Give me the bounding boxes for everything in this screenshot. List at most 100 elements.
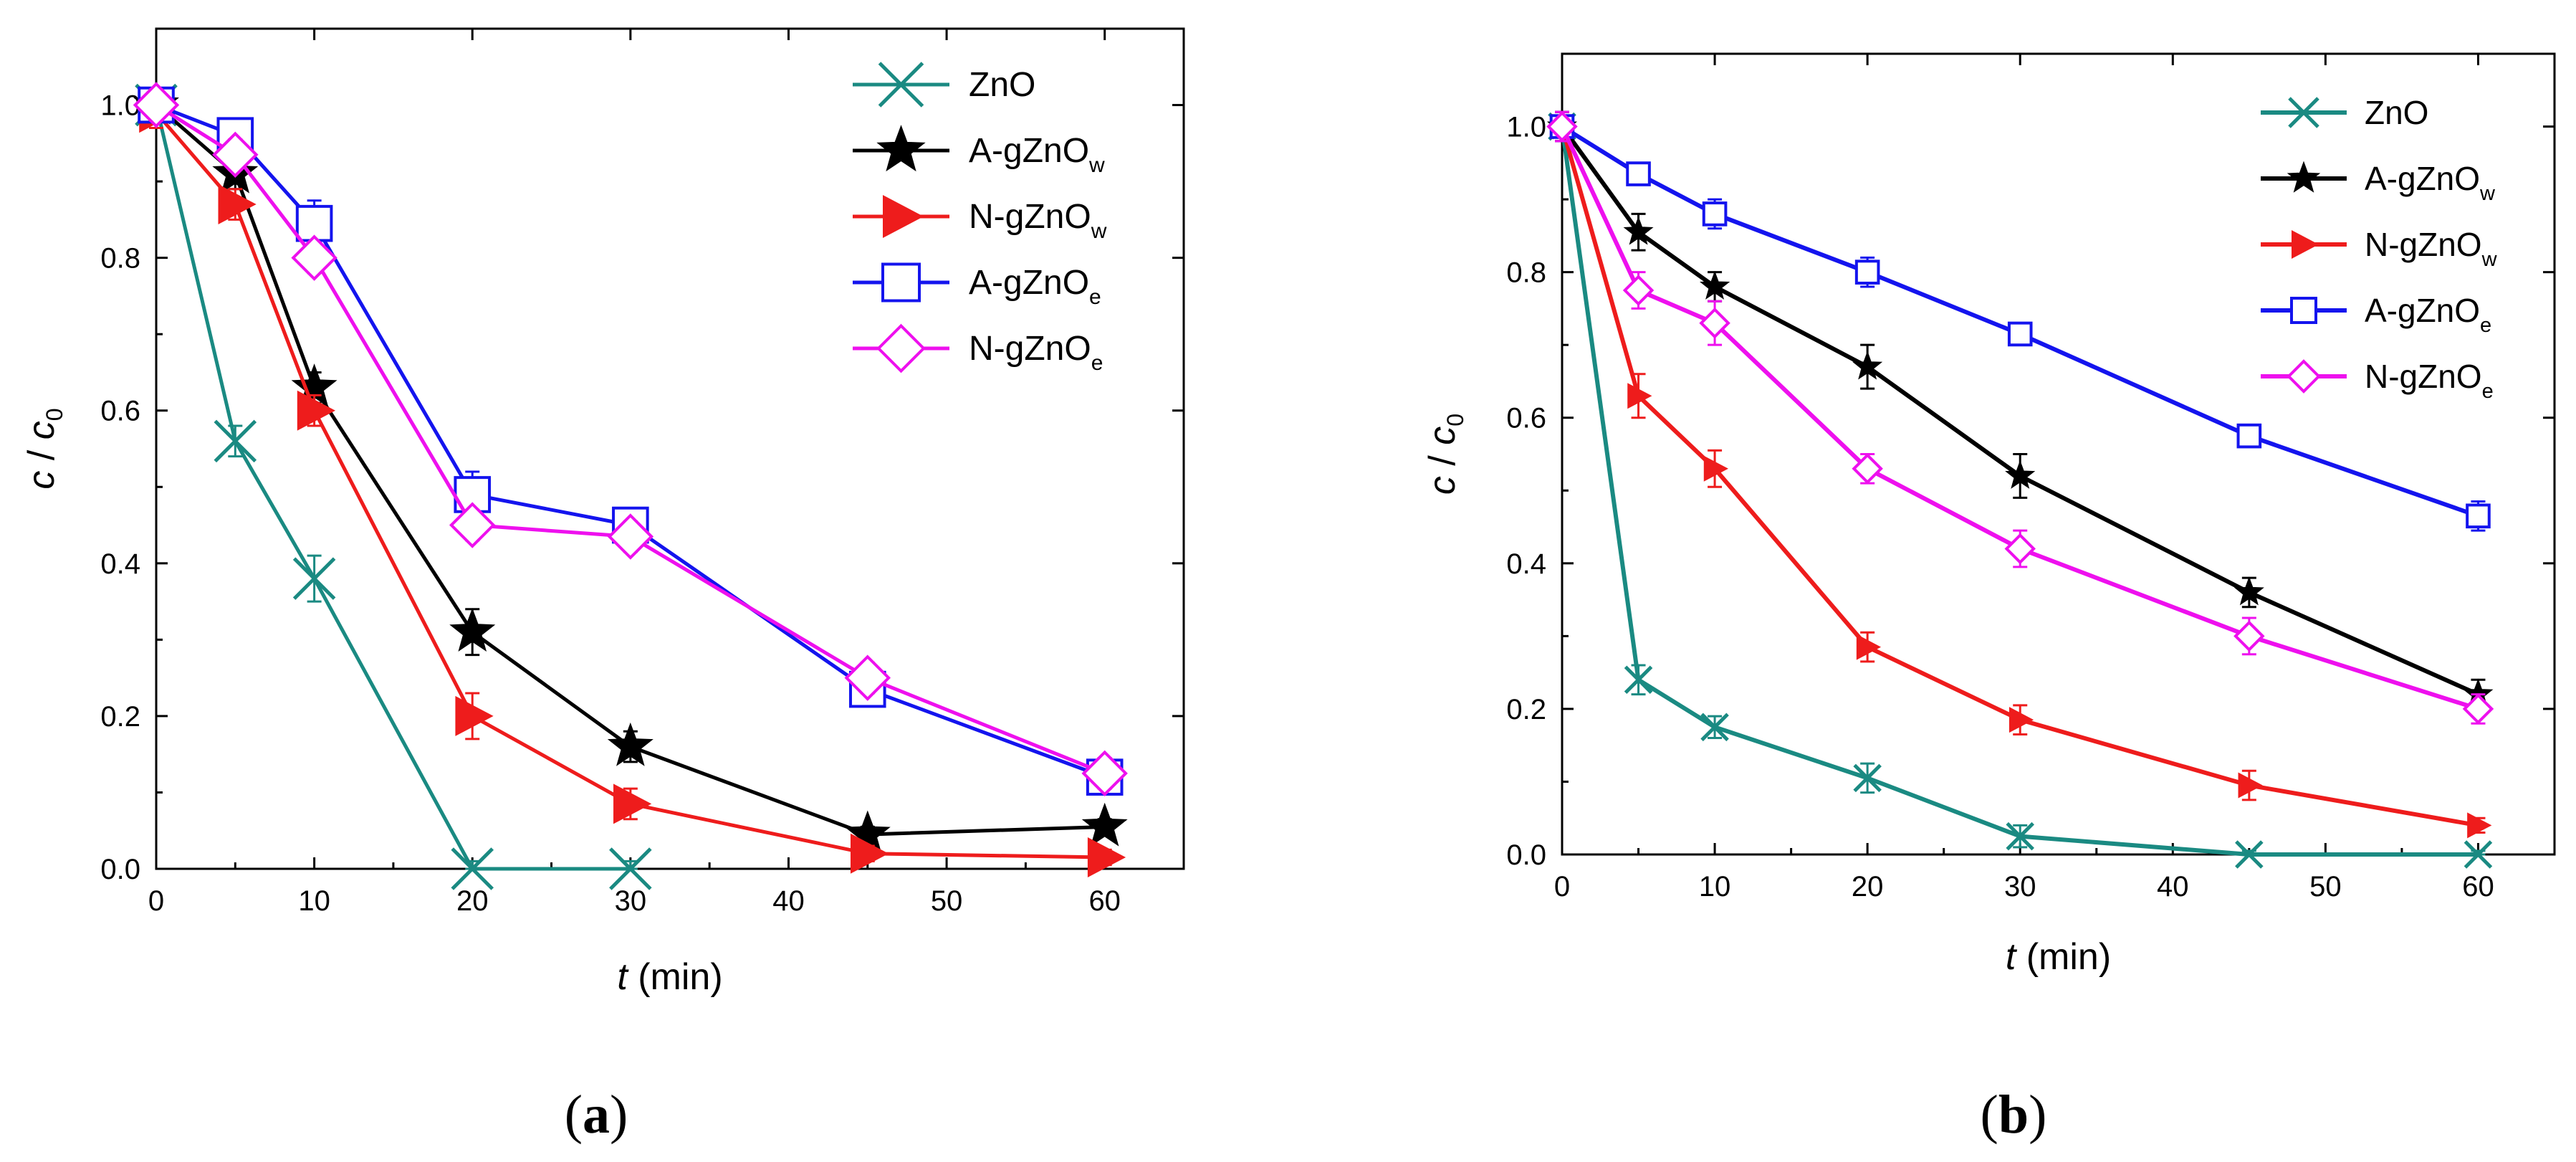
data-point (1700, 270, 1730, 300)
legend-entry: A-gZnOw (2261, 160, 2496, 205)
data-point (850, 833, 889, 874)
legend-label-sub: e (1089, 285, 1101, 309)
legend-label: ZnO (969, 66, 1035, 104)
y-tick-label: 0.4 (1506, 548, 1546, 580)
data-point (1623, 216, 1654, 245)
y-axis-c0-sub: 0 (1442, 414, 1468, 427)
legend-label: N-gZnOw (2365, 226, 2498, 271)
x-axis-label: t (min) (2006, 936, 2111, 978)
legend-entry: N-gZnOe (853, 323, 1103, 375)
legend-label: A-gZnOw (969, 132, 1105, 177)
y-axis-c0: c (21, 421, 62, 439)
x-axis-label: t (min) (617, 956, 722, 998)
x-tick-label: 50 (931, 885, 963, 917)
y-tick-label: 0.2 (1506, 694, 1546, 725)
y-tick-label: 1.0 (1506, 112, 1546, 143)
data-point (613, 784, 652, 824)
legend-label: N-gZnOe (969, 330, 1103, 375)
data-point (607, 513, 654, 560)
y-tick-label: 0.4 (100, 548, 140, 580)
legend-label-base: N-gZnO (969, 330, 1091, 368)
legend-marker (2290, 297, 2317, 324)
x-axis-unit: (min) (628, 956, 723, 998)
x-tick-label: 20 (1852, 871, 1884, 903)
legend-label-base: N-gZnO (2365, 358, 2482, 395)
plot-frame (155, 27, 1185, 870)
legend-entry: A-gZnOe (2261, 292, 2491, 337)
series-line (1560, 125, 2479, 697)
y-tick-label: 0.2 (100, 701, 140, 733)
legend-label: A-gZnOw (2365, 160, 2496, 205)
legend-label: N-gZnOw (969, 198, 1107, 243)
data-point (1622, 275, 1655, 306)
y-axis-slash: / (21, 439, 62, 470)
legend-label-base: ZnO (969, 66, 1035, 104)
data-point (2005, 459, 2036, 489)
data-point (607, 722, 653, 766)
data-point (2235, 840, 2264, 869)
data-point (1546, 110, 1578, 143)
legend-marker (2292, 230, 2319, 259)
x-tick-label: 60 (1088, 885, 1121, 917)
legend-entry: N-gZnOe (2261, 358, 2494, 403)
panel-paren-open: ( (565, 1085, 583, 1145)
legend-label-base: A-gZnO (969, 264, 1089, 302)
x-axis-var: t (2006, 936, 2018, 978)
series-zno (135, 83, 652, 890)
data-point (2006, 822, 2034, 851)
legend-label: A-gZnOe (2365, 292, 2491, 337)
legend-entry: N-gZnOw (2261, 226, 2498, 271)
data-point (2464, 840, 2493, 869)
data-point (844, 654, 891, 701)
data-point (2462, 693, 2494, 725)
y-tick-label: 1.0 (100, 90, 140, 122)
data-point (2467, 812, 2492, 839)
data-point (449, 502, 496, 548)
data-point (212, 131, 259, 178)
series-a-gzno-e (138, 86, 1124, 796)
x-tick-label: 30 (2004, 871, 2036, 903)
x-tick-label: 50 (2309, 871, 2342, 903)
x-tick-label: 20 (456, 885, 489, 917)
y-axis-slash: / (1422, 445, 1463, 476)
data-point (2236, 423, 2262, 449)
data-point (1699, 307, 1730, 339)
legend-label-base: A-gZnO (2365, 292, 2480, 329)
data-point (291, 234, 337, 281)
x-tick-label: 40 (772, 885, 805, 917)
legend-entry: N-gZnOw (853, 195, 1107, 243)
data-point (1087, 837, 1126, 878)
legend-marker (881, 262, 921, 303)
legend-marker (878, 62, 924, 108)
legend-marker (2287, 359, 2321, 394)
y-tick-label: 0.6 (1506, 403, 1546, 434)
series-line (1560, 125, 2479, 711)
data-point (1700, 713, 1729, 742)
data-point (451, 847, 494, 890)
legend-entry: ZnO (2261, 94, 2428, 131)
panel-paren-open: ( (1981, 1085, 1998, 1145)
series-n-gzno-e (133, 82, 1128, 797)
legend-label: ZnO (2365, 94, 2428, 131)
y-tick-label: 0.0 (1506, 839, 1546, 871)
legend-marker (876, 125, 926, 172)
legend-label-sub: w (1088, 153, 1105, 177)
legend-label-sub: e (1091, 351, 1103, 375)
legend-label: N-gZnOe (2365, 358, 2494, 403)
legend-label-base: ZnO (2365, 94, 2428, 131)
data-point (2007, 321, 2033, 347)
series-n-gzno-e (1546, 110, 2494, 725)
data-point (1856, 634, 1882, 660)
data-point (449, 608, 496, 652)
legend-label-sub: w (2481, 248, 2498, 271)
data-point (297, 390, 336, 431)
data-point (2004, 533, 2036, 565)
legend-label-sub: e (2482, 380, 2494, 403)
data-point (1626, 161, 1651, 186)
legend-label-sub: e (2480, 314, 2491, 337)
x-tick-label: 40 (2157, 871, 2189, 903)
x-tick-label: 60 (2462, 871, 2494, 903)
x-tick-label: 30 (615, 885, 647, 917)
